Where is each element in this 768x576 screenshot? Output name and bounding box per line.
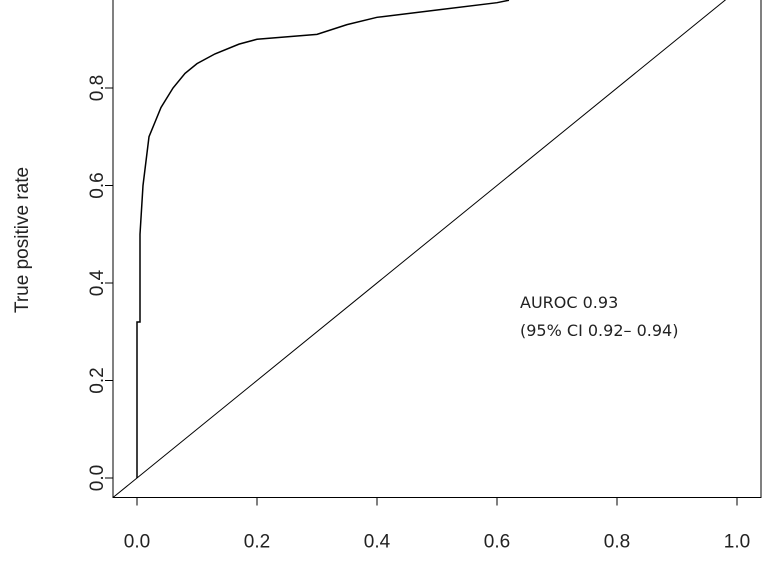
plot-frame: [112, 0, 762, 498]
roc-curve: [136, 0, 510, 478]
y-tick-label: 0.4: [87, 269, 108, 296]
y-tick-label: 0.8: [87, 75, 108, 101]
y-tick-label: 0.6: [87, 172, 108, 198]
x-tick-label: 0.8: [604, 532, 630, 553]
x-tick-label: 0.0: [124, 532, 150, 553]
y-tick-label: 0.0: [87, 465, 108, 491]
annotation: AUROC 0.93: [520, 293, 618, 312]
x-tick-label: 0.6: [484, 532, 510, 553]
x-tick-label: 1.0: [724, 532, 750, 553]
y-tick-label: 0.2: [87, 367, 108, 393]
reference-line: [112, 0, 727, 498]
x-tick-label: 0.2: [244, 532, 270, 553]
x-tick-label: 0.4: [364, 532, 391, 553]
annotation: (95% CI 0.92– 0.94): [520, 321, 678, 340]
y-axis-label: True positive rate: [12, 167, 33, 313]
